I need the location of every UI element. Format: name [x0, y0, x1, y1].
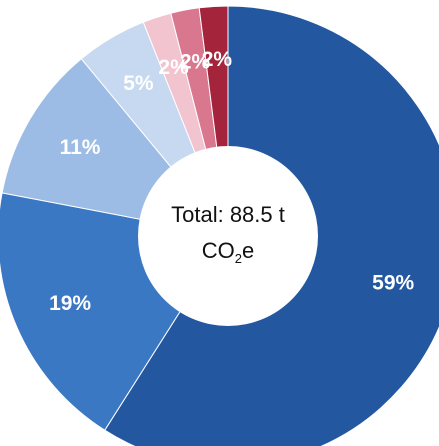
slice-label-5: 2%	[158, 56, 189, 79]
slice-label-7: 2%	[202, 48, 233, 71]
slice-label-2: 19%	[49, 292, 91, 315]
slice-label-6: 2%	[180, 51, 211, 74]
donut-hole	[138, 146, 318, 326]
slice-label-4: 5%	[123, 72, 154, 95]
center-unit-main: CO	[202, 238, 235, 263]
slice-labels-group: 59%19%11%5%2%2%2%	[49, 48, 414, 315]
center-unit-subscript: 2	[235, 251, 242, 266]
center-unit-suffix: e	[242, 238, 254, 263]
center-unit-text: CO2e	[202, 238, 254, 266]
slice-label-3: 11%	[60, 136, 101, 159]
center-total-text: Total: 88.5 t	[171, 202, 285, 227]
slice-label-1: 59%	[372, 272, 414, 295]
